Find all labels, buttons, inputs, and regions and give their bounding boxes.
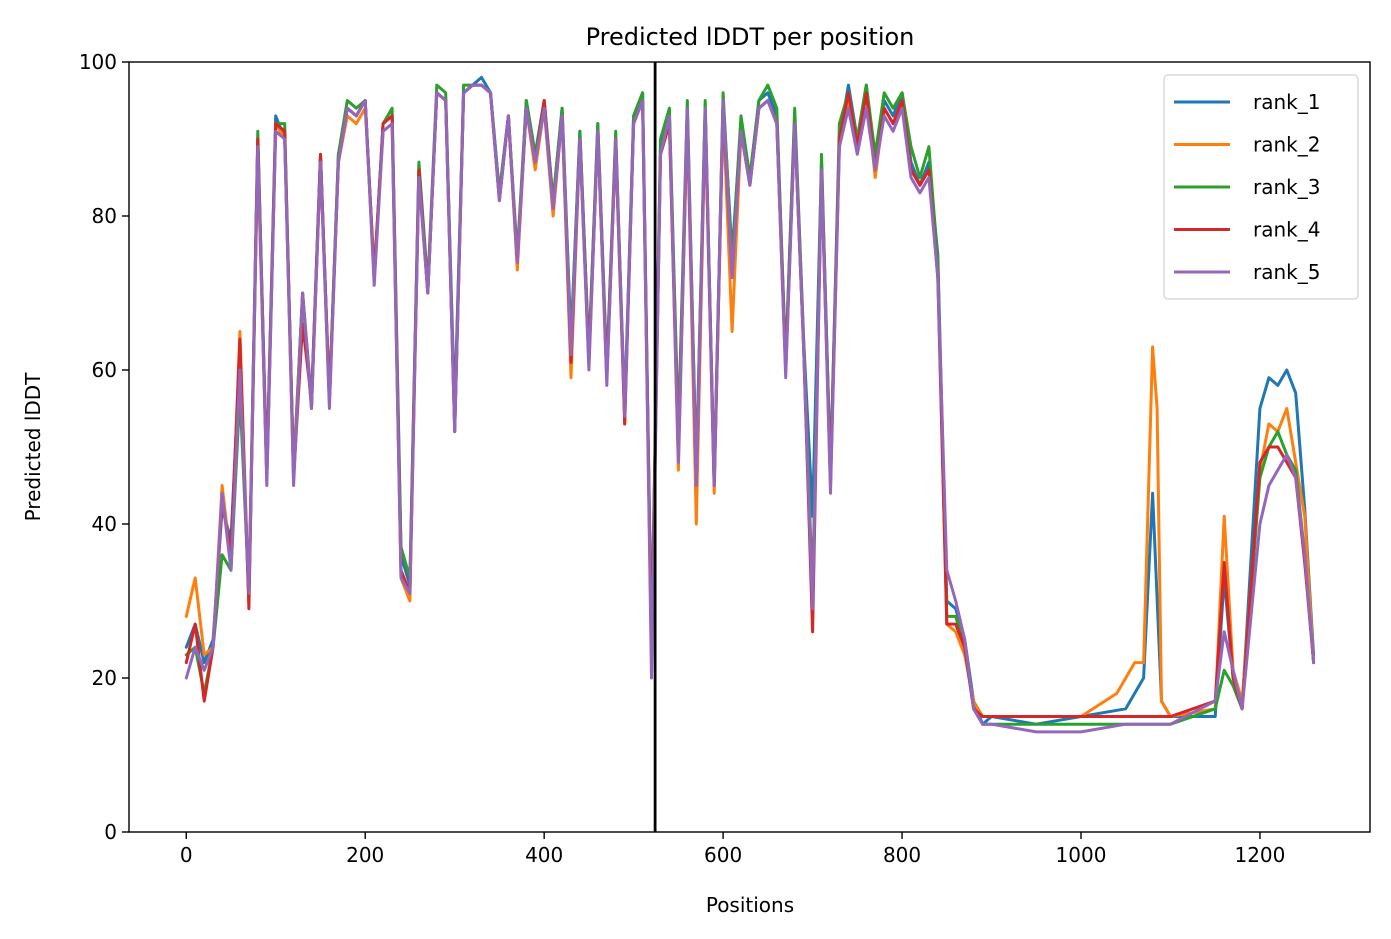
y-tick-label: 80 — [92, 204, 117, 228]
x-axis-label: Positions — [706, 893, 794, 917]
x-tick-label: 400 — [525, 843, 563, 867]
y-axis-label: Predicted lDDT — [21, 372, 45, 522]
y-tick-label: 100 — [79, 50, 117, 74]
legend-label-rank-4: rank_4 — [1253, 218, 1320, 242]
x-tick-label: 0 — [180, 843, 193, 867]
plot-frame — [128, 61, 1371, 833]
legend-label-rank-2: rank_2 — [1253, 133, 1320, 157]
legend-label-rank-5: rank_5 — [1253, 260, 1320, 284]
plot-area — [128, 61, 1371, 833]
legend-label-rank-3: rank_3 — [1253, 175, 1320, 199]
x-tick-label: 600 — [704, 843, 742, 867]
y-tick-label: 60 — [92, 358, 117, 382]
chart-title: Predicted lDDT per position — [586, 23, 915, 51]
y-tick-label: 40 — [92, 512, 117, 536]
legend: rank_1 rank_2 rank_3 rank_4 rank_5 — [1163, 74, 1359, 300]
x-axis: 0 200 400 600 800 1000 1200 — [180, 832, 1285, 867]
legend-label-rank-1: rank_1 — [1253, 90, 1320, 114]
y-axis: 0 20 40 60 80 100 — [79, 50, 129, 844]
y-tick-label: 0 — [104, 820, 117, 844]
x-tick-label: 1000 — [1056, 843, 1107, 867]
x-tick-label: 200 — [346, 843, 384, 867]
y-tick-label: 20 — [92, 666, 117, 690]
legend-box — [1163, 74, 1359, 300]
x-tick-label: 1200 — [1234, 843, 1285, 867]
x-tick-label: 800 — [883, 843, 921, 867]
